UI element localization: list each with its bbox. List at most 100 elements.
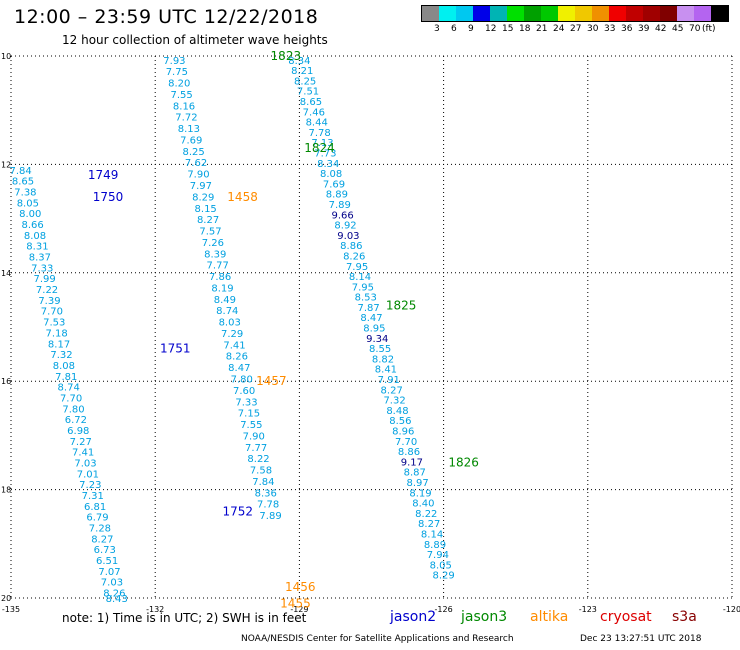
wave-height-value: 6.73 [94, 545, 116, 556]
wave-height-value: 7.13 [311, 138, 333, 149]
wave-height-value: 7.62 [185, 158, 207, 169]
wave-height-value: 7.90 [187, 170, 209, 181]
wave-height-value: 7.89 [259, 511, 281, 522]
wave-height-value: 8.20 [168, 79, 190, 90]
wave-height-value: 7.78 [257, 500, 279, 511]
pass-time-label: 1752 [222, 504, 253, 518]
footer-note: note: 1) Time is in UTC; 2) SWH is in fe… [62, 611, 307, 625]
wave-height-value: 7.70 [395, 437, 417, 448]
pass-time-label: 1825 [386, 298, 417, 312]
pass-time-label: 1826 [448, 456, 479, 470]
wave-height-value: 7.15 [238, 409, 260, 420]
longitude-label: -132 [146, 605, 164, 614]
wave-height-value: 8.44 [306, 118, 328, 129]
map-grid [10, 55, 733, 599]
wave-height-value: 8.08 [24, 231, 46, 242]
wave-height-value: 8.22 [415, 509, 437, 520]
wave-height-value: 8.16 [173, 101, 195, 112]
wave-height-value: 6.98 [67, 426, 89, 437]
wave-height-value: 7.73 [314, 148, 336, 159]
scale-swatch [558, 6, 575, 21]
wave-height-value: 8.34 [317, 159, 339, 170]
wave-height-value: 7.53 [43, 318, 65, 329]
wave-height-value: 8.25 [183, 147, 205, 158]
wave-height-value: 8.14 [421, 530, 443, 541]
page-title: 12:00 – 23:59 UTC 12/22/2018 [14, 6, 319, 28]
wave-height-value: 8.26 [226, 352, 248, 363]
wave-height-value: 8.89 [424, 540, 446, 551]
longitude-label: -123 [579, 605, 597, 614]
scale-swatch [575, 6, 592, 21]
wave-height-value: 8.96 [392, 427, 414, 438]
wave-height-value: 6.72 [65, 415, 87, 426]
scale-swatch [643, 6, 660, 21]
scale-label: 18 [519, 24, 531, 34]
latitude-label: 10 [1, 52, 11, 61]
wave-height-value: 7.22 [36, 285, 58, 296]
wave-height-value: 8.14 [349, 272, 371, 283]
scale-swatch [592, 6, 609, 21]
legend-jason3: jason3 [461, 609, 508, 625]
scale-label: 15 [502, 24, 514, 34]
wave-height-value: 7.87 [357, 303, 379, 314]
wave-height-value: 8.22 [247, 454, 269, 465]
wave-height-value: 7.41 [72, 448, 94, 459]
pass-time-label: 1749 [88, 168, 119, 182]
wave-height-value: 8.03 [219, 318, 241, 329]
wave-height-value: 7.03 [74, 459, 96, 470]
pass-time-label: 1457 [256, 374, 287, 388]
pass-time-label: 1750 [93, 190, 124, 204]
wave-height-value: 7.69 [323, 179, 345, 190]
wave-height-value: 7.57 [199, 227, 221, 238]
scale-swatch [541, 6, 558, 21]
scale-swatch [626, 6, 643, 21]
longitude-label: -120 [723, 605, 740, 614]
wave-height-value: 8.48 [386, 406, 408, 417]
scale-label: 21 [536, 24, 548, 34]
scale-label: 30 [587, 24, 599, 34]
wave-height-value: 7.95 [352, 282, 374, 293]
latitude-label: 16 [1, 377, 11, 386]
wave-height-value: 7.91 [378, 375, 400, 386]
wave-height-value: 7.32 [50, 350, 72, 361]
satellite-pass: 7.848.657.388.058.008.668.088.318.377.33… [9, 166, 127, 605]
wave-height-value: 8.41 [375, 365, 397, 376]
wave-height-value: 8.08 [320, 169, 342, 180]
page-subtitle: 12 hour collection of altimeter wave hei… [62, 33, 328, 47]
longitude-label: -126 [435, 605, 453, 614]
wave-height-value: 8.19 [409, 488, 431, 499]
wave-height-value: 8.47 [360, 313, 382, 324]
wave-height-value: 7.07 [98, 567, 120, 578]
wave-height-value: 8.92 [334, 221, 356, 232]
scale-label: 45 [672, 24, 684, 34]
wave-height-value: 7.93 [163, 56, 185, 67]
wave-height-value: 8.26 [343, 251, 365, 262]
wave-height-value: 7.29 [221, 329, 243, 340]
wave-height-value: 8.97 [407, 478, 429, 489]
scale-swatch [490, 6, 507, 21]
wave-height-value: 8.08 [53, 361, 75, 372]
wave-height-value: 8.43 [106, 594, 128, 605]
wave-height-value: 8.05 [17, 198, 39, 209]
wave-height-value: 7.72 [175, 113, 197, 124]
wave-height-value: 7.28 [89, 524, 111, 535]
pass-time-label: 1455 [280, 596, 311, 610]
wave-height-value: 7.69 [180, 135, 202, 146]
pass-time-label: 1456 [285, 580, 316, 594]
scale-label: 33 [604, 24, 616, 34]
wave-height-tracks: 7.937.758.207.558.167.728.137.698.257.62… [9, 56, 454, 605]
wave-height-value: 8.00 [19, 209, 41, 220]
wave-height-value: 8.36 [255, 488, 277, 499]
scale-swatch [439, 6, 456, 21]
scale-label: 3 [434, 24, 440, 34]
wave-height-value: 8.29 [192, 192, 214, 203]
scale-label: 9 [468, 24, 474, 34]
wave-height-value: 7.89 [329, 200, 351, 211]
scale-label: 70 [689, 24, 701, 34]
scale-label: 12 [485, 24, 497, 34]
wave-height-value: 7.58 [250, 466, 272, 477]
wave-height-value: 8.56 [389, 416, 411, 427]
wave-height-value: 8.21 [291, 66, 313, 77]
wave-height-value: 7.01 [77, 469, 99, 480]
pass-time-labels: 1823 1824 1825 1826 1749 1750 1751 1752 1458 1457… [88, 49, 479, 610]
